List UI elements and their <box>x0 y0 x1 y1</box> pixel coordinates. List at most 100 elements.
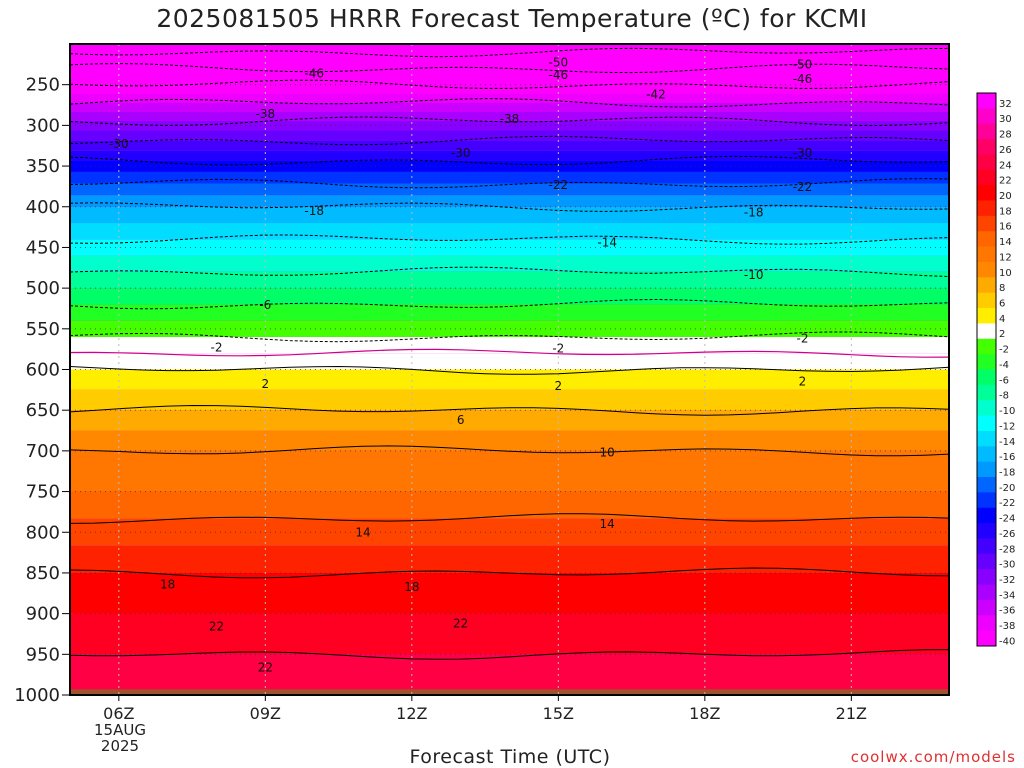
temp-band <box>70 320 949 337</box>
temp-band <box>70 160 949 172</box>
temp-band <box>70 93 949 103</box>
colorbar-tick-label: 28 <box>999 130 1012 141</box>
temp-band <box>70 491 949 519</box>
temp-band <box>70 572 949 614</box>
colorbar-tick-label: 2 <box>999 329 1005 340</box>
y-tick-label: 300 <box>26 115 60 136</box>
date-day: 15AUG <box>94 721 146 739</box>
colorbar-swatch <box>977 215 996 232</box>
temp-band <box>70 102 949 112</box>
contour-label: 6 <box>457 413 465 427</box>
colorbar-swatch <box>977 93 996 109</box>
contour-line <box>69 649 950 660</box>
colorbar-swatch <box>977 169 996 186</box>
contour-line <box>69 298 950 310</box>
colorbar-tick-label: -10 <box>999 406 1015 417</box>
colorbar-swatch <box>977 108 996 125</box>
y-tick-label: 450 <box>26 237 60 258</box>
temp-band <box>70 450 949 492</box>
temp-band <box>70 60 949 69</box>
colorbar-swatch <box>977 538 996 555</box>
contour-label: -46 <box>549 68 569 82</box>
colorbar-tick-label: 26 <box>999 145 1012 156</box>
contour-label: -30 <box>793 146 813 160</box>
colorbar-tick-label: 10 <box>999 268 1012 279</box>
temp-band <box>70 410 949 431</box>
temp-band <box>70 288 949 305</box>
colorbar-swatch <box>977 185 996 202</box>
contour-label: -50 <box>549 56 569 70</box>
temp-band <box>70 171 949 184</box>
temp-band <box>70 52 949 61</box>
temp-band <box>70 255 949 272</box>
colorbar-swatch <box>977 615 996 632</box>
colorbar-tick-label: 20 <box>999 191 1012 202</box>
colorbar-swatch <box>977 139 996 155</box>
contour-label: 22 <box>258 660 273 674</box>
contour-label: -2 <box>552 341 564 355</box>
colorbar-swatch <box>977 400 996 417</box>
temp-band <box>70 195 949 207</box>
y-tick-label: 400 <box>26 197 60 218</box>
temp-band <box>70 613 949 655</box>
contour-line <box>69 234 950 245</box>
colorbar-tick-label: -38 <box>999 621 1015 632</box>
y-tick-label: 500 <box>26 278 60 299</box>
colorbar-tick-label: 16 <box>999 222 1012 233</box>
date-label: 15AUG 2025 <box>80 722 160 754</box>
colorbar-swatch <box>977 430 996 447</box>
colorbar-tick-label: -32 <box>999 575 1015 586</box>
temp-band <box>70 223 949 240</box>
colorbar-swatch <box>977 231 996 248</box>
colorbar-tick-label: 32 <box>999 99 1012 110</box>
contour-label: -38 <box>256 107 276 121</box>
contour-label: -18 <box>304 204 324 218</box>
contour-line <box>69 155 950 166</box>
temp-band <box>70 369 949 390</box>
colorbar-tick-label: -24 <box>999 514 1015 525</box>
temp-band <box>70 76 949 85</box>
temp-band <box>70 239 949 256</box>
colorbar-swatch <box>977 354 996 370</box>
temp-band <box>70 150 949 161</box>
contour-label: -30 <box>451 146 471 160</box>
contour-label: -46 <box>793 72 813 86</box>
contour-label: 22 <box>453 616 468 630</box>
contour-label: -50 <box>793 57 813 71</box>
contour-label: 14 <box>355 525 370 539</box>
temp-band <box>70 130 949 141</box>
temp-band <box>70 140 949 151</box>
colorbar-swatch <box>977 584 996 601</box>
colorbar-swatch <box>977 246 996 263</box>
contour-line <box>69 63 950 74</box>
contour-label: -2 <box>797 332 809 346</box>
y-tick-label: 800 <box>26 522 60 543</box>
contour-label: -10 <box>744 268 764 282</box>
colorbar-tick-label: -12 <box>999 421 1015 432</box>
y-tick-label: 550 <box>26 319 60 340</box>
colorbar-tick-label: -36 <box>999 606 1015 617</box>
colorbar-tick-label: 12 <box>999 252 1012 263</box>
colorbar-swatch <box>977 630 996 647</box>
contour-line <box>69 98 950 108</box>
temp-band <box>70 84 949 94</box>
colorbar-swatch <box>977 415 996 432</box>
contour-label: 2 <box>262 377 270 391</box>
date-year: 2025 <box>100 737 140 755</box>
contour-line <box>69 331 950 343</box>
contour-label: 2 <box>799 375 807 389</box>
colorbar-tick-label: -16 <box>999 452 1015 463</box>
credit-link[interactable]: coolwx.com/models <box>850 748 1016 766</box>
temp-band <box>70 183 949 196</box>
colorbar-tick-label: -14 <box>999 437 1015 448</box>
contour-line <box>69 116 950 127</box>
colorbar-tick-label: 30 <box>999 114 1012 125</box>
x-tick-label: 09Z <box>250 704 281 723</box>
contour-label: -22 <box>793 180 813 194</box>
contour-label: 18 <box>160 577 175 591</box>
colorbar-swatch <box>977 323 996 340</box>
temp-band <box>70 271 949 289</box>
colorbar-swatch <box>977 292 996 309</box>
contour-line <box>69 79 950 89</box>
